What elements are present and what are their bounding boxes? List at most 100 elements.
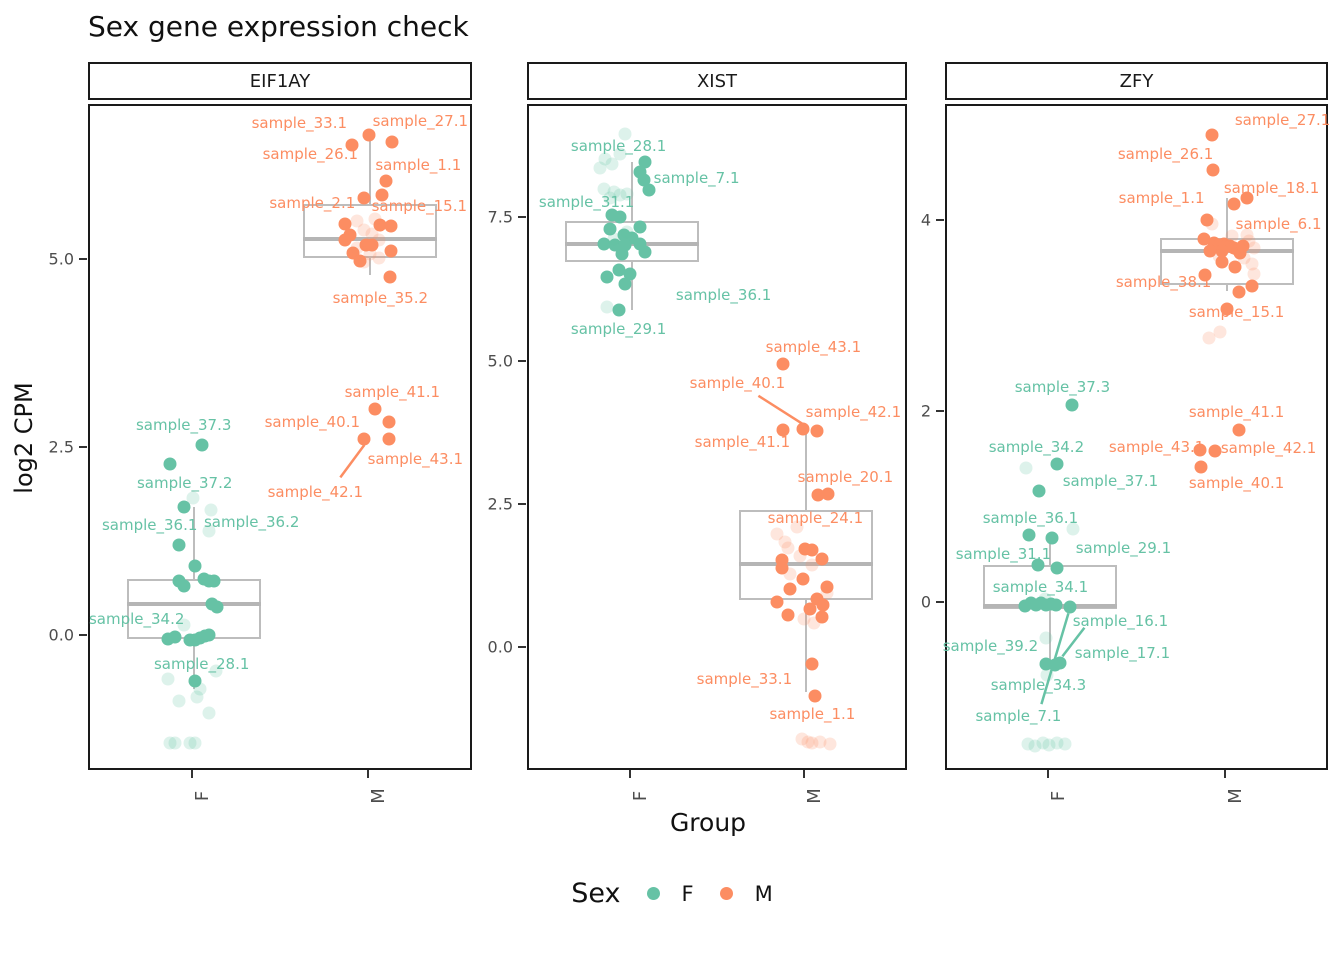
data-point [1206,163,1220,177]
data-point [1066,522,1080,536]
data-point [815,552,829,566]
data-point [357,255,371,269]
data-point [790,520,804,534]
point-label: sample_41.1 [344,382,441,401]
point-label: sample_35.2 [332,288,429,307]
point-label: sample_39.2 [942,636,1039,655]
data-point [612,263,626,277]
data-point [1021,737,1035,751]
data-point [781,541,795,555]
y-tick-mark [79,445,87,448]
point-label: sample_42.1 [805,402,902,421]
data-point [1225,229,1239,243]
data-point [1205,128,1219,142]
data-point [1197,232,1211,246]
data-point [202,524,216,538]
facet-strip: XIST [527,62,907,100]
data-point [382,415,396,429]
data-point [1242,234,1256,248]
point-label: sample_17.1 [1074,643,1171,662]
data-point [168,736,182,750]
y-tick-label: 2 [920,401,931,421]
data-point [373,218,387,232]
data-point [161,672,175,686]
x-tick-label: M [1224,788,1246,804]
boxplot-box [126,578,261,639]
legend-m-dot-icon [719,887,733,900]
y-tick-label: 2.5 [48,437,74,457]
data-point [1202,331,1216,345]
data-point [813,735,827,749]
data-point [795,732,809,746]
data-point [618,277,632,291]
data-point [816,598,830,612]
data-point [1247,267,1261,281]
data-point [783,582,797,596]
data-point [372,233,386,247]
data-point [177,579,191,593]
data-point [338,233,352,247]
data-point [1228,260,1242,274]
x-tick-label: M [804,788,826,804]
point-label: sample_36.1 [675,285,772,304]
data-point [620,225,634,239]
point-label: sample_36.1 [982,508,1079,527]
data-point [605,157,619,171]
data-point [357,191,371,205]
data-point [362,128,376,142]
point-label: sample_26.1 [1117,144,1214,163]
data-point [807,616,821,630]
x-tick-mark [367,770,370,778]
point-label: sample_24.1 [767,508,864,527]
data-point [776,423,790,437]
y-tick-mark [518,502,526,505]
point-label: sample_37.1 [1062,471,1159,490]
data-point [603,191,617,205]
x-tick-label: F [191,790,213,802]
data-point [210,600,224,614]
y-tick-mark [518,645,526,648]
data-point [368,402,382,416]
data-point [188,736,202,750]
data-point [638,245,652,259]
data-point [801,735,815,749]
data-point [1031,558,1045,572]
data-point [177,618,191,632]
data-point [770,595,784,609]
data-point [770,527,784,541]
x-tick-mark [1223,770,1226,778]
legend-f-label: F [681,881,694,906]
data-point [1193,443,1207,457]
y-tick-label: 0.0 [48,625,74,645]
data-point [379,174,393,188]
point-label: sample_31.1 [955,545,1052,564]
data-point [638,155,652,169]
y-tick-label: 4 [920,210,931,230]
data-point [593,161,607,175]
x-axis-title: Group [669,808,747,837]
point-label: sample_36.1 [101,516,198,535]
legend-entry-m: M [719,882,773,906]
data-point [350,214,364,228]
point-label: sample_29.1 [1075,539,1172,558]
point-label: sample_43.1 [367,449,464,468]
data-point [384,244,398,258]
point-label: sample_37.2 [136,473,233,492]
point-label: sample_40.1 [264,413,361,432]
data-point [202,706,216,720]
data-point [1065,398,1079,412]
data-point [357,223,371,237]
point-label: sample_15.1 [371,196,468,215]
y-tick-mark [936,600,944,603]
point-label: sample_40.1 [689,374,786,393]
data-point [633,220,647,234]
data-point [368,212,382,226]
data-point [365,227,379,241]
data-point [1049,598,1063,612]
data-point [163,457,177,471]
data-point [1058,737,1072,751]
data-point [172,694,186,708]
data-point [796,572,810,586]
point-label: sample_2.1 [269,193,356,212]
